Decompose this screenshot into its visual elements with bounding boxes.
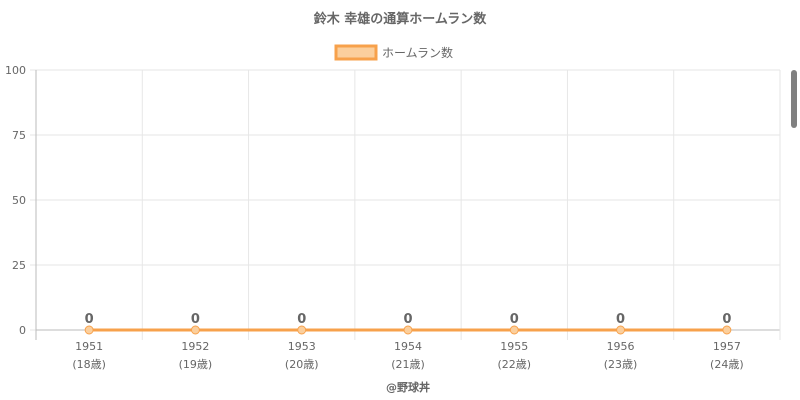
data-point [722, 325, 732, 335]
data-point [84, 325, 94, 335]
x-tick-label: 1956 [607, 340, 635, 353]
data-label: 0 [616, 312, 625, 327]
x-tick-age-label: (19歳) [179, 358, 213, 371]
data-point [616, 325, 626, 335]
x-tick-label: 1957 [713, 340, 741, 353]
y-tick-label: 75 [12, 129, 26, 142]
chart-title: 鈴木 幸雄の通算ホームラン数 [314, 11, 487, 27]
data-label: 0 [85, 312, 94, 327]
x-tick-label: 1952 [181, 340, 209, 353]
x-tick-age-label: (23歳) [604, 358, 638, 371]
scrollbar[interactable] [791, 70, 797, 128]
x-tick-age-label: (24歳) [710, 358, 744, 371]
data-point [297, 325, 307, 335]
data-label: 0 [403, 312, 412, 327]
y-tick-label: 50 [12, 194, 26, 207]
y-tick-label: 25 [12, 259, 26, 272]
data-label: 0 [297, 312, 306, 327]
data-label: 0 [722, 312, 731, 327]
x-tick-age-label: (20歳) [285, 358, 319, 371]
series-home-runs [84, 325, 732, 335]
legend-label: ホームラン数 [382, 45, 453, 60]
y-tick-label: 0 [19, 324, 26, 337]
x-tick-label: 1954 [394, 340, 422, 353]
axes: 0 25 50 75 100 1951 (18歳) 1952 (19歳) 1953 (20歳) 195… [5, 64, 744, 371]
data-label: 0 [191, 312, 200, 327]
credit: @野球丼 [386, 380, 430, 394]
legend-swatch [334, 44, 378, 61]
x-tick-age-label: (18歳) [72, 358, 106, 371]
data-point [509, 325, 519, 335]
data-label: 0 [510, 312, 519, 327]
legend[interactable]: ホームラン数 [334, 44, 453, 61]
data-point [403, 325, 413, 335]
x-tick-age-label: (22歳) [497, 358, 531, 371]
y-tick-label: 100 [5, 64, 26, 77]
x-tick-label: 1955 [500, 340, 528, 353]
x-tick-age-label: (21歳) [391, 358, 425, 371]
data-point [190, 325, 200, 335]
x-tick-label: 1951 [75, 340, 103, 353]
data-labels: 0 0 0 0 0 0 0 [85, 312, 732, 327]
grid [30, 69, 781, 340]
x-tick-label: 1953 [288, 340, 316, 353]
